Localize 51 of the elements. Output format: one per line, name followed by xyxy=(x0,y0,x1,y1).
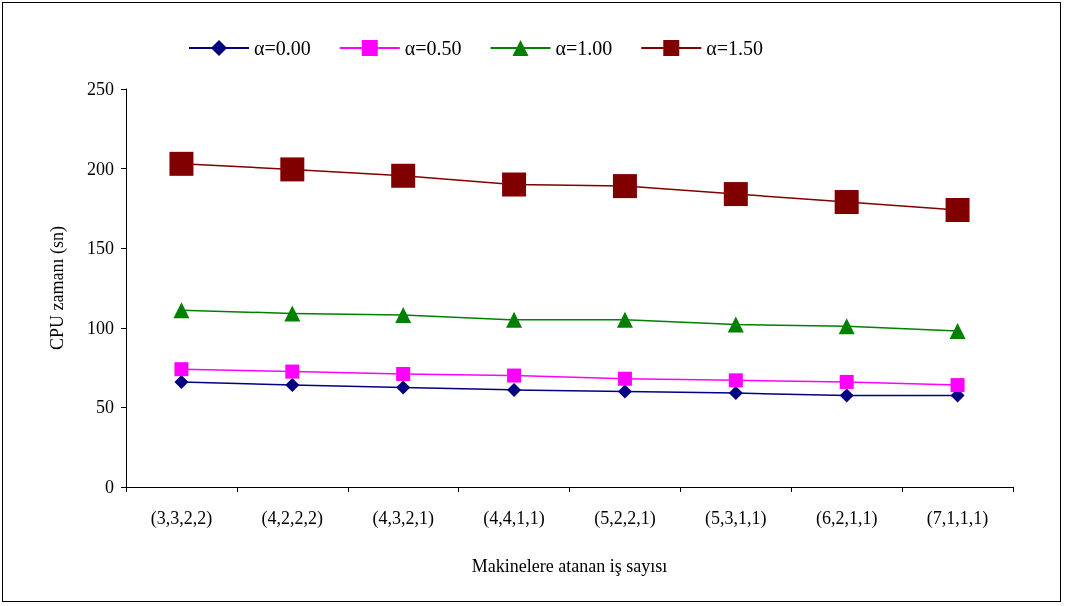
y-tick-label: 50 xyxy=(96,397,114,418)
point xyxy=(174,374,189,389)
point xyxy=(506,311,523,328)
x-tick-label: (7,1,1,1) xyxy=(926,508,989,529)
x-tick-label: (5,3,1,1) xyxy=(705,508,767,529)
x-tick-label: (4,3,2,1) xyxy=(372,508,434,529)
point xyxy=(285,364,300,379)
point xyxy=(839,374,854,389)
point xyxy=(617,384,632,399)
point xyxy=(396,380,411,395)
y-tick-label: 150 xyxy=(87,238,114,259)
point xyxy=(280,157,305,182)
point xyxy=(612,174,637,199)
legend-label: α=1.00 xyxy=(555,37,613,59)
point xyxy=(395,307,412,324)
point xyxy=(949,322,966,339)
point xyxy=(173,302,190,319)
point xyxy=(616,311,633,328)
point xyxy=(727,316,744,333)
y-tick-label: 250 xyxy=(87,79,114,99)
point xyxy=(728,373,743,388)
x-tick-label: (5,2,2,1) xyxy=(594,508,656,529)
x-tick-label: (3,3,2,2) xyxy=(150,508,213,529)
point xyxy=(396,366,411,381)
x-axis-title: Makinelere atanan iş sayısı xyxy=(471,556,668,576)
point xyxy=(502,172,527,197)
x-tick-label: (4,2,2,2) xyxy=(261,508,324,529)
x-tick-label: (6,2,1,1) xyxy=(815,508,878,529)
point xyxy=(507,368,522,383)
point xyxy=(285,378,300,393)
point xyxy=(723,182,748,207)
point xyxy=(617,371,632,386)
point xyxy=(728,386,743,401)
y-tick-label: 0 xyxy=(105,477,114,497)
point xyxy=(834,190,859,215)
point xyxy=(169,151,194,176)
point xyxy=(945,197,970,222)
point xyxy=(174,362,189,377)
y-axis-title: CPU zamanı (sn) xyxy=(47,226,68,350)
point xyxy=(391,163,416,188)
legend-label: α=1.50 xyxy=(706,37,764,59)
y-tick-label: 200 xyxy=(87,158,114,179)
point xyxy=(507,382,522,397)
point xyxy=(284,305,301,322)
point xyxy=(950,378,965,393)
legend-label: α=0.50 xyxy=(404,37,462,59)
point xyxy=(839,388,854,403)
y-tick-label: 100 xyxy=(87,317,114,338)
legend-label: α=0.00 xyxy=(254,37,311,59)
point xyxy=(838,318,855,335)
x-tick-label: (4,4,1,1) xyxy=(483,508,545,529)
